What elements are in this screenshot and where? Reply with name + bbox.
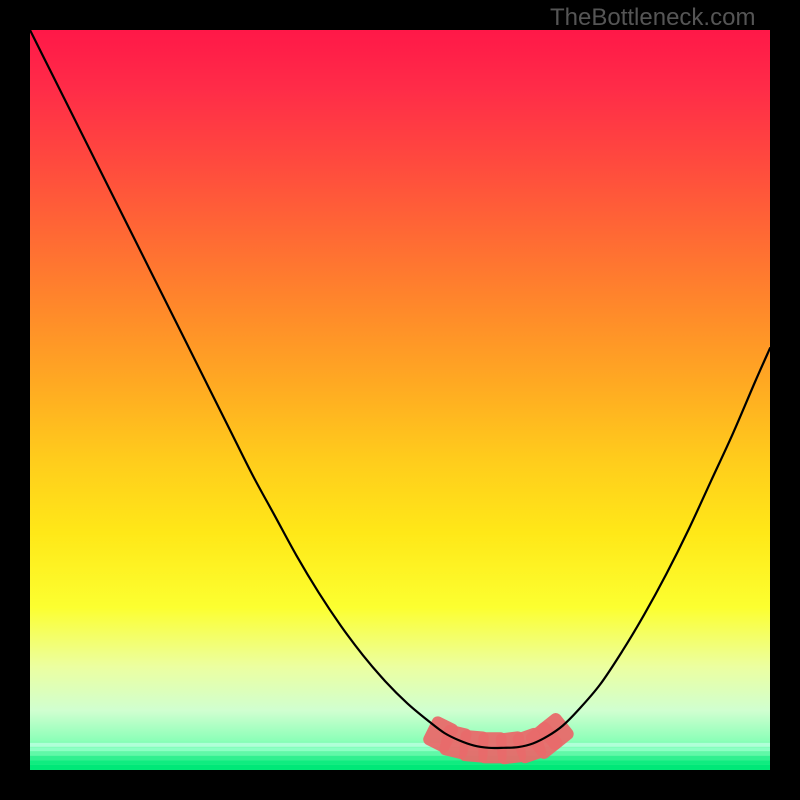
plot-background	[30, 30, 770, 770]
chart-container: TheBottleneck.com	[0, 0, 800, 800]
watermark-text: TheBottleneck.com	[550, 4, 755, 32]
